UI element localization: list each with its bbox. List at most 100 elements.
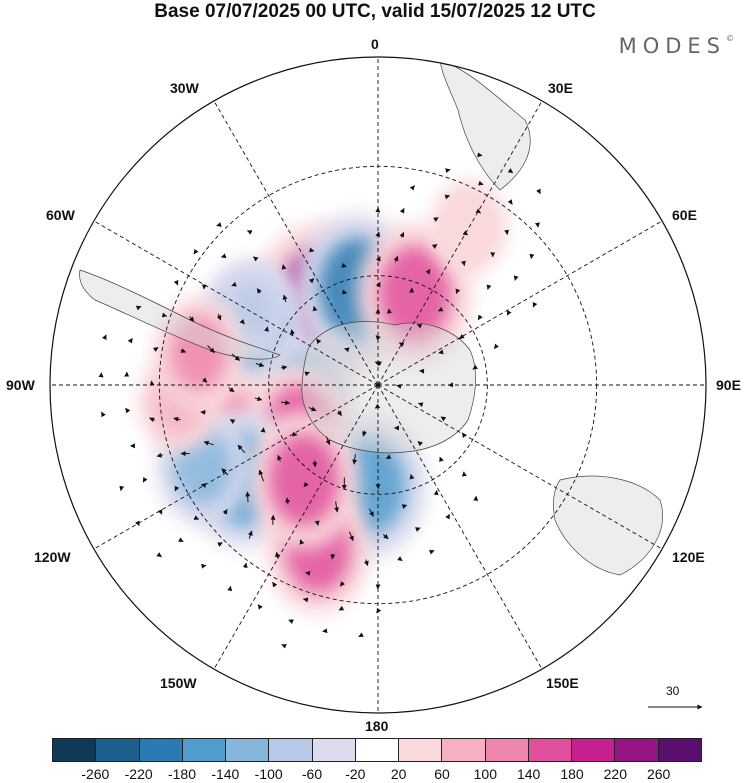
wind-vector [200, 482, 207, 488]
wind-vector [460, 260, 466, 267]
colorbar-tick-label: 140 [516, 766, 541, 782]
meridian-300 [377, 220, 663, 386]
brand-mark: © [726, 34, 734, 43]
colorbar-swatch [354, 739, 399, 761]
wind-vector [222, 509, 228, 515]
wind-vector [281, 400, 291, 406]
australia-outline [553, 475, 663, 576]
wind-vector [504, 229, 510, 236]
wind-vector [397, 556, 403, 562]
wind-vector [506, 310, 512, 316]
wind-vector [231, 353, 241, 361]
wind-vector [201, 377, 208, 383]
wind-vector [316, 338, 322, 345]
colorbar-tick-label: -60 [301, 766, 323, 782]
wind-vector [409, 185, 415, 191]
wind-vector [339, 581, 346, 587]
wind-vector [352, 454, 358, 465]
colorbar-tick-label: 180 [560, 766, 584, 782]
wind-vector [334, 501, 340, 513]
map-title: Base 07/07/2025 00 UTC, valid 15/07/2025… [154, 1, 596, 22]
colorbar-tick-label: -220 [124, 766, 153, 782]
wind-vector [193, 515, 200, 520]
wind-vector [101, 334, 107, 341]
wind-vector [149, 417, 156, 423]
wind-vector [101, 411, 106, 418]
meridian-240 [377, 384, 663, 550]
wind-vector [349, 531, 354, 542]
lon-label-30w: 30W [170, 80, 199, 96]
colorbar-tick-label: -260 [81, 766, 110, 782]
wind-vector [156, 552, 162, 558]
wind-vector [475, 208, 482, 214]
wind-vector [445, 513, 450, 520]
wind-vector [203, 440, 214, 446]
antarctica-outline [301, 321, 476, 454]
wind-vector [304, 371, 310, 377]
lon-label-90w: 90W [6, 377, 35, 393]
anomaly-core-2 [378, 245, 452, 342]
meridian-30 [213, 100, 379, 386]
wind-vector [374, 403, 381, 409]
graticule [50, 57, 706, 713]
wind-vector [242, 562, 248, 569]
wind-vector [207, 345, 215, 353]
wind-vector [393, 255, 399, 263]
wind-vector [305, 571, 311, 576]
colorbar-tick-label: 20 [390, 766, 407, 782]
wind-vector [398, 342, 405, 348]
latitude-circle-0 [268, 275, 488, 495]
wind-vector [264, 326, 269, 332]
wind-vector [277, 454, 282, 462]
wind-vector [302, 597, 309, 603]
wind-vector [217, 542, 223, 547]
wind-vectors [98, 152, 541, 649]
wind-vector [417, 402, 424, 408]
wind-vector [135, 305, 142, 311]
colorbar-swatch [311, 739, 355, 761]
wind-vector [237, 444, 246, 454]
colorbar-tick-label: 220 [603, 766, 628, 782]
lon-label-90e: 90E [716, 377, 741, 393]
wind-vector [299, 539, 305, 545]
colorbar-swatch [441, 739, 485, 761]
wind-vector [513, 275, 519, 281]
anomaly-core-10 [268, 433, 340, 527]
colorbar-labels: -260 -220 -180 -140 -100 -60 -20 20 60 100 140 180 2… [52, 766, 702, 782]
lon-label-0: 0 [371, 36, 379, 52]
wind-vector [289, 329, 295, 336]
colorbar-swatch [614, 739, 658, 761]
wind-vector [157, 509, 163, 515]
wind-vector [152, 346, 159, 353]
lon-label-180: 180 [365, 718, 389, 734]
wind-vector [385, 454, 392, 460]
wind-vector [399, 231, 405, 238]
colorbar-tick-label: -100 [254, 766, 283, 782]
wind-vector [308, 278, 315, 284]
reference-vector-label: 30 [666, 684, 680, 698]
lon-label-150e: 150E [546, 675, 579, 691]
wind-vector [142, 476, 148, 483]
wind-vector [444, 194, 451, 200]
meridian-120 [93, 384, 379, 550]
colorbar-swatch [53, 739, 96, 761]
wind-vector [253, 256, 259, 262]
wind-vector [532, 301, 538, 308]
meridian-150 [213, 384, 379, 670]
colorbar-tick-label: -140 [211, 766, 240, 782]
wind-vector [308, 406, 317, 412]
wind-vector [174, 485, 180, 492]
wind-vector [486, 284, 492, 290]
colorbar-swatch [268, 739, 312, 761]
wind-vector [375, 335, 381, 341]
wind-vector [256, 288, 262, 294]
wind-vector [282, 294, 288, 303]
wind-vector [375, 256, 381, 262]
wind-vector [375, 281, 381, 288]
wind-vector [325, 436, 331, 446]
wind-vector [156, 452, 164, 458]
colorbar-swatch [657, 739, 701, 761]
colorbar-swatch [398, 739, 442, 761]
wind-vector [445, 168, 451, 174]
wind-vector [368, 508, 374, 517]
